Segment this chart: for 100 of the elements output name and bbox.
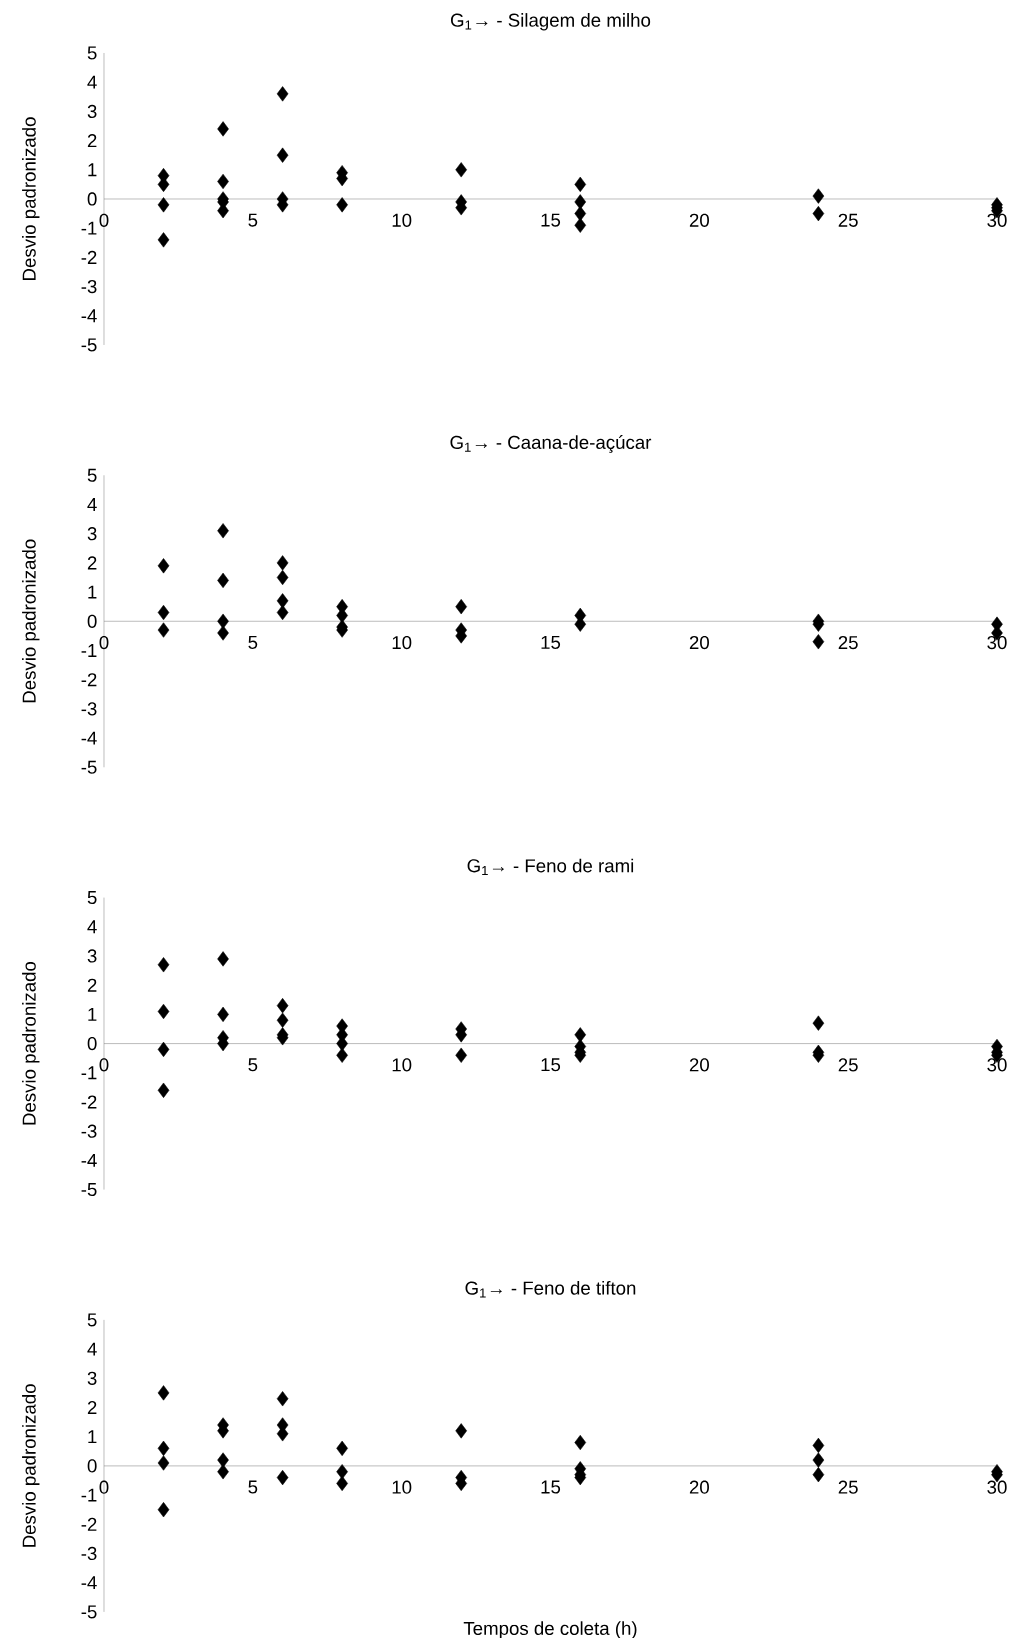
y-tick-label: -5 [81, 1183, 97, 1197]
y-tick-label: -4 [81, 1576, 97, 1590]
y-tick-label: -1 [81, 221, 97, 235]
y-tick-label: 0 [87, 614, 97, 628]
x-tick-label: 15 [541, 213, 561, 227]
point [276, 1469, 289, 1486]
point [455, 162, 467, 178]
point [812, 1452, 825, 1468]
y-tick-label: -2 [81, 673, 97, 687]
point [217, 1464, 229, 1480]
y-tick-label: 1 [88, 585, 97, 599]
x-tick-label: 20 [689, 213, 709, 227]
x-tick-label: 10 [392, 1058, 412, 1072]
point [336, 1464, 348, 1480]
point [276, 593, 289, 609]
point [812, 1437, 825, 1454]
y-tick-label: -3 [81, 1546, 97, 1561]
point [336, 1047, 348, 1063]
y-tick-label: -4 [81, 731, 97, 745]
point [217, 951, 229, 967]
x-tick-label: 5 [248, 213, 258, 227]
x-tick-label: 10 [392, 1480, 412, 1494]
y-tick-label: 5 [87, 1313, 97, 1327]
point [574, 194, 587, 210]
y-tick-label: 4 [87, 498, 97, 511]
x-tick-label: 15 [541, 1058, 561, 1072]
y-tick-label: 4 [87, 1342, 97, 1356]
chart-title: G$_{1}$→ - Feno de tifton [465, 1281, 636, 1298]
x-tick-label: 0 [99, 635, 109, 650]
y-tick-label: 2 [87, 1400, 97, 1415]
x-tick-label: 20 [689, 1480, 709, 1494]
y-tick-label: 2 [87, 134, 97, 148]
x-tick-label: 15 [541, 635, 561, 649]
point [157, 604, 170, 621]
point [574, 217, 587, 233]
point [276, 1012, 289, 1028]
point [276, 86, 289, 102]
point [157, 1440, 170, 1456]
y-tick-label: 5 [87, 891, 97, 905]
point [812, 188, 825, 204]
y-tick-label: -3 [81, 1124, 97, 1138]
point [157, 232, 170, 248]
point [217, 121, 229, 137]
point [157, 1455, 170, 1471]
point [157, 1502, 170, 1518]
point [157, 1082, 170, 1098]
x-tick-label: 30 [987, 213, 1007, 227]
y-tick-label: 4 [87, 920, 97, 934]
point [217, 1006, 229, 1022]
point [157, 197, 170, 213]
x-tick-label: 5 [248, 1480, 258, 1494]
y-tick-label: -5 [81, 1605, 97, 1619]
point [157, 1041, 170, 1058]
y-tick-label: -5 [81, 338, 97, 352]
x-tick-label: 0 [99, 1480, 109, 1494]
y-axis-title: Desvio padronizado [22, 539, 40, 703]
y-axis-title: Desvio padronizado [22, 1384, 40, 1547]
point [157, 1003, 170, 1020]
y-tick-label: 2 [87, 556, 97, 570]
y-tick-label: 4 [87, 75, 97, 89]
chart-title: G$_{1}$→ - Caana-de-açúcar [450, 435, 652, 453]
chart-title: G$_{1}$→ - Silagem de milho [450, 13, 651, 31]
point [157, 1385, 170, 1401]
y-tick-label: 2 [87, 978, 97, 992]
y-tick-label: 1 [88, 163, 97, 177]
x-tick-label: 0 [99, 1058, 109, 1072]
y-tick-label: 3 [87, 104, 97, 118]
y-tick-label: 1 [88, 1007, 97, 1021]
x-tick-label: 25 [838, 213, 858, 227]
x-tick-label: 5 [248, 635, 258, 649]
x-tick-label: 25 [838, 1480, 858, 1494]
x-axis-title: Tempos de coleta (h) [463, 1621, 637, 1638]
point [217, 173, 229, 190]
x-tick-label: 0 [99, 213, 109, 227]
point [812, 205, 825, 222]
y-tick-label: 3 [87, 1371, 97, 1385]
point [217, 572, 229, 589]
y-tick-label: 1 [88, 1430, 97, 1444]
x-tick-label: 25 [838, 635, 858, 650]
point [217, 1452, 229, 1468]
point [812, 1467, 825, 1483]
chart-title: G$_{1}$→ - Feno de rami [467, 858, 634, 876]
point [276, 998, 289, 1014]
point [157, 558, 170, 574]
y-tick-label: -2 [81, 1517, 97, 1531]
y-axis-title: Desvio padronizado [22, 117, 40, 280]
point [217, 625, 229, 641]
x-tick-label: 30 [987, 1480, 1007, 1494]
y-tick-label: -3 [81, 702, 97, 716]
y-tick-label: 3 [87, 527, 97, 541]
y-tick-label: 0 [87, 1036, 97, 1051]
y-tick-label: 3 [87, 949, 97, 963]
x-tick-label: 10 [392, 635, 412, 650]
point [157, 622, 170, 638]
point [455, 1047, 467, 1063]
x-tick-label: 30 [987, 635, 1007, 650]
y-tick-label: -1 [81, 1488, 97, 1502]
y-tick-label: -3 [81, 279, 97, 294]
point [574, 205, 587, 222]
x-tick-label: 15 [541, 1480, 561, 1494]
